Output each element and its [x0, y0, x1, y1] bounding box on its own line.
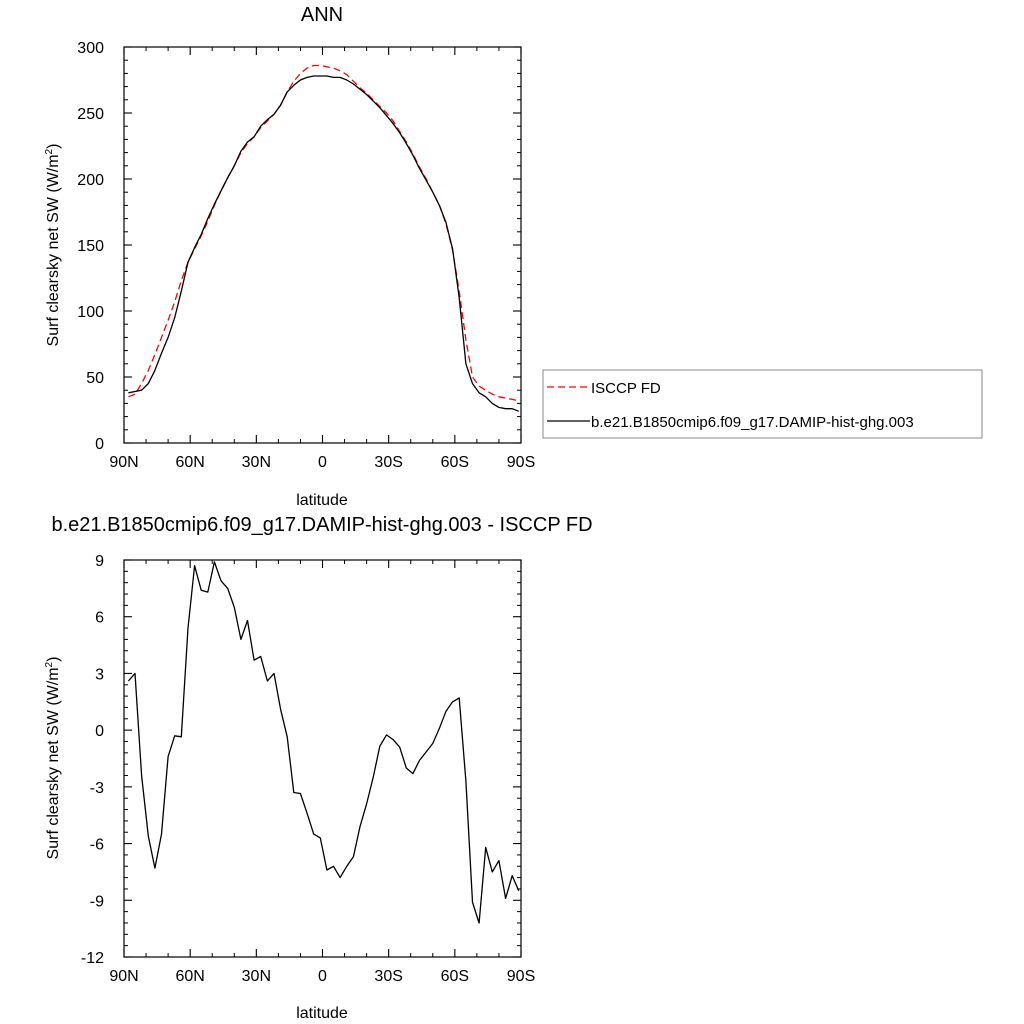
top-y-tick-labels: 0 50 100 150 200 250 300 [77, 40, 104, 453]
legend: ISCCP FD b.e21.B1850cmip6.f09_g17.DAMIP-… [542, 369, 983, 439]
top-x-tick-labels: 90N 60N 30N 0 30S 60S 90S [109, 454, 535, 471]
bottom-chart-title: b.e21.B1850cmip6.f09_g17.DAMIP-hist-ghg.… [51, 514, 592, 536]
y-tick-label: 3 [95, 666, 104, 683]
x-tick-label: 30N [242, 968, 271, 985]
bottom-plot-frame [123, 559, 522, 958]
series-line-model [128, 75, 520, 412]
y-tick-label: -3 [90, 780, 104, 797]
y-tick-label: 9 [95, 553, 104, 570]
top-y-axis-title: Surf clearsky net SW (W/m2) [44, 144, 62, 347]
top-chart-title: ANN [301, 4, 343, 26]
bottom-y-tick-labels: -12 -9 -6 -3 0 3 6 9 [81, 553, 104, 967]
x-tick-label: 30S [374, 968, 402, 985]
top-y-axis-title-sup: 2 [44, 148, 55, 154]
x-tick-label: 90N [109, 454, 138, 471]
x-tick-label: 90N [109, 968, 138, 985]
top-plot-frame [123, 46, 522, 444]
y-tick-label: -12 [81, 950, 104, 967]
y-tick-label: 0 [95, 723, 104, 740]
bottom-y-axis-title-text: Surf clearsky net SW (W/m [45, 667, 62, 859]
legend-label-isccp: ISCCP FD [591, 380, 661, 397]
y-tick-label: 250 [77, 106, 104, 123]
bottom-y-axis-title-close: ) [45, 657, 62, 662]
x-tick-label: 0 [318, 454, 327, 471]
bottom-y-axis-title: Surf clearsky net SW (W/m2) [44, 657, 62, 860]
y-tick-label: 50 [86, 370, 104, 387]
series-line-difference [127, 561, 520, 924]
x-tick-label: 0 [318, 968, 327, 985]
y-tick-label: -6 [90, 837, 104, 854]
top-y-axis-title-close: ) [45, 144, 62, 149]
legend-label-model: b.e21.B1850cmip6.f09_g17.DAMIP-hist-ghg.… [591, 414, 914, 431]
x-tick-label: 60S [441, 968, 469, 985]
bottom-x-axis-title: latitude [296, 1005, 348, 1022]
bottom-x-tick-labels: 90N 60N 30N 0 30S 60S 90S [109, 968, 535, 985]
y-tick-label: 100 [77, 304, 104, 321]
x-tick-label: 60S [441, 454, 469, 471]
top-series-lines [128, 64, 520, 412]
bottom-panel: b.e21.B1850cmip6.f09_g17.DAMIP-hist-ghg.… [44, 514, 593, 1022]
top-y-axis-title-text: Surf clearsky net SW (W/m [45, 154, 62, 346]
y-tick-label: 300 [77, 40, 104, 57]
y-tick-label: 150 [77, 238, 104, 255]
y-tick-label: -9 [90, 893, 104, 910]
top-axis-ticks [123, 46, 522, 444]
y-tick-label: 0 [95, 436, 104, 453]
series-line-isccp-fd [128, 64, 519, 402]
bottom-y-axis-title-sup: 2 [44, 661, 55, 667]
x-tick-label: 90S [507, 454, 535, 471]
y-tick-label: 6 [95, 610, 104, 627]
x-tick-label: 30N [242, 454, 271, 471]
x-tick-label: 60N [175, 454, 204, 471]
legend-box [542, 369, 983, 439]
y-tick-label: 200 [77, 172, 104, 189]
top-x-axis-title: latitude [296, 492, 348, 509]
x-tick-label: 60N [175, 968, 204, 985]
x-tick-label: 90S [507, 968, 535, 985]
bottom-axis-ticks [123, 559, 522, 958]
top-panel: ANN 90N 60N 30N 0 30S 60S 90S 0 50 100 150 200 250 3… [44, 4, 983, 509]
bottom-series-lines [127, 561, 520, 924]
x-tick-label: 30S [374, 454, 402, 471]
